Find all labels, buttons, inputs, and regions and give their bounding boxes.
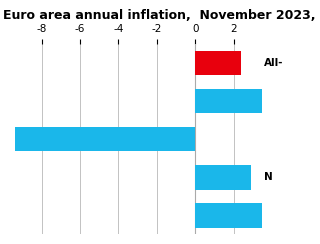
Bar xyxy=(15,127,195,152)
Bar xyxy=(195,165,251,190)
Text: Euro area annual inflation,  November 2023, %: Euro area annual inflation, November 202… xyxy=(3,9,320,22)
Text: All-: All- xyxy=(264,58,284,68)
Bar xyxy=(195,89,272,113)
Bar xyxy=(195,51,241,75)
Bar xyxy=(195,203,268,228)
Text: N: N xyxy=(264,172,273,182)
